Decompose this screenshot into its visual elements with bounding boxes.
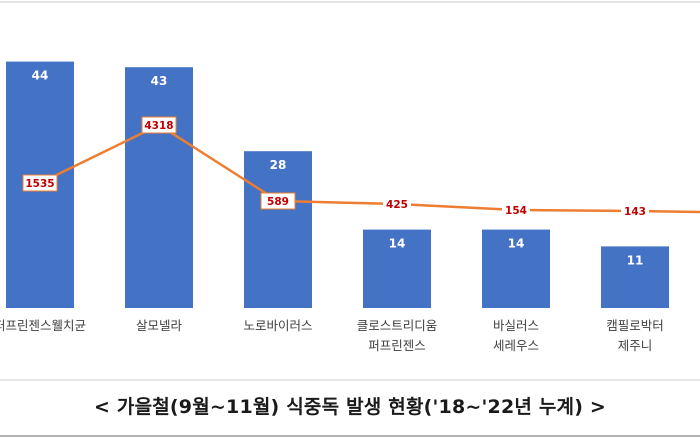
bar-value-label: 28 [270,158,287,172]
category-label: 제주니 [618,338,653,353]
category-label: 퍼프린젠스 [368,338,426,353]
line-value-label: 1535 [25,178,54,190]
bar-value-label: 11 [627,253,644,267]
line-label-box [260,192,296,210]
chart-title: < 가을철(9월~11월) 식중독 발생 현황('18~'22년 누계) > [93,396,607,418]
line-value-label: 154 [505,205,527,217]
bars-layer [6,61,669,308]
category-label: 살모넬라 [136,318,183,333]
line-label-bg [502,203,530,217]
labels-layer: 44 43 28 14 14 11 1535 4318 589 425 154 143 퍼프린젠스웰치균… [0,69,664,353]
bar-5 [482,229,550,308]
bar-6 [601,246,669,308]
line-value-label: 589 [267,196,289,208]
line-label-box [22,174,58,192]
line-value-label: 4318 [144,120,173,132]
line-value-label: 143 [624,206,646,218]
category-label: 바실러스 [493,318,539,333]
bar-2 [125,67,193,308]
bar-value-label: 14 [508,237,525,251]
category-label: 캠필로박터 [606,318,664,333]
line-label-bg [383,197,411,211]
category-label: 퍼프린젠스웰치균 [0,318,86,333]
category-label: 세레우스 [493,338,539,353]
category-label: 클로스트리디움 [357,318,438,333]
bar-value-label: 44 [32,69,49,83]
bar-value-label: 43 [151,74,168,88]
line-value-label: 425 [386,199,408,211]
line-label-bg [621,204,649,218]
category-label: 노로바이러스 [243,318,312,333]
bar-3 [244,151,312,308]
bar-4 [363,229,431,308]
bar-value-label: 14 [389,237,406,251]
line-label-box [141,116,177,134]
